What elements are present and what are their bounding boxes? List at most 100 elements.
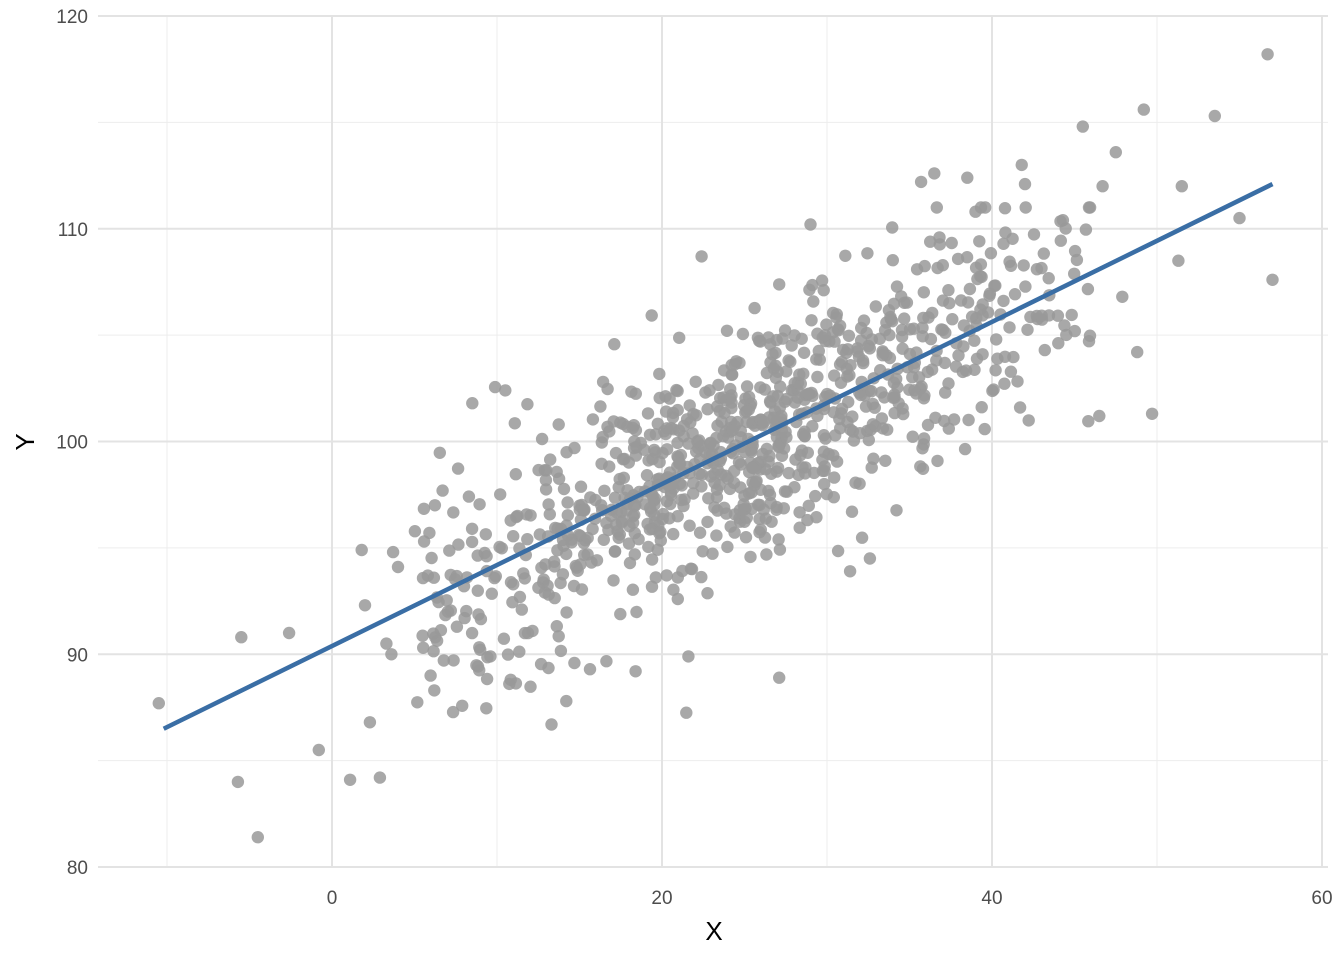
data-point xyxy=(1233,211,1246,225)
data-point xyxy=(470,659,483,672)
data-point xyxy=(621,420,634,433)
y-tick-label: 120 xyxy=(56,7,88,28)
data-point xyxy=(945,236,958,250)
data-point xyxy=(719,469,732,482)
data-point xyxy=(946,313,959,326)
data-point xyxy=(532,581,545,594)
data-point xyxy=(811,370,824,384)
data-point xyxy=(1116,290,1129,303)
data-point xyxy=(598,484,611,497)
data-point xyxy=(738,445,751,459)
data-point xyxy=(758,531,772,544)
data-point xyxy=(997,294,1010,308)
data-point xyxy=(358,599,372,612)
data-point xyxy=(990,333,1003,346)
data-point xyxy=(465,626,479,640)
x-tick-label: 0 xyxy=(327,888,338,909)
data-point xyxy=(794,449,807,462)
y-axis-title: Y xyxy=(10,433,40,450)
data-point xyxy=(473,498,486,511)
data-point xyxy=(984,247,998,260)
data-point xyxy=(595,499,608,512)
data-point xyxy=(561,496,574,509)
data-point xyxy=(645,553,659,566)
data-point xyxy=(785,339,798,352)
data-point xyxy=(917,392,931,405)
data-point xyxy=(436,484,449,497)
data-point xyxy=(465,535,479,549)
data-point xyxy=(643,428,657,441)
data-point xyxy=(411,696,424,709)
data-point xyxy=(890,504,903,517)
data-point xyxy=(745,486,758,499)
data-point xyxy=(938,356,951,370)
data-point xyxy=(663,512,676,525)
data-point xyxy=(960,251,974,264)
data-point xyxy=(391,560,405,574)
x-tick-label: 60 xyxy=(1311,888,1332,909)
data-point xyxy=(685,562,699,576)
data-point xyxy=(788,481,801,494)
data-point xyxy=(788,396,802,409)
data-point xyxy=(851,342,864,355)
data-point xyxy=(712,378,725,392)
data-point xyxy=(594,400,607,413)
data-point xyxy=(778,324,792,337)
data-point xyxy=(770,500,783,514)
data-point xyxy=(574,480,588,493)
data-point xyxy=(957,340,970,353)
data-point xyxy=(718,501,731,514)
data-point xyxy=(480,672,494,686)
data-point xyxy=(1109,146,1123,159)
data-point xyxy=(989,364,1002,377)
data-point xyxy=(873,332,886,345)
data-point xyxy=(474,612,488,626)
data-point xyxy=(727,476,741,490)
data-point xyxy=(898,312,911,325)
data-point xyxy=(917,311,930,325)
data-point xyxy=(857,314,871,327)
data-point xyxy=(1056,214,1070,227)
data-point xyxy=(975,401,988,414)
data-point xyxy=(437,654,450,667)
data-point xyxy=(918,259,931,273)
data-point xyxy=(473,641,486,654)
data-point xyxy=(931,454,944,468)
data-point xyxy=(601,382,614,396)
data-point xyxy=(443,544,456,557)
data-point xyxy=(1011,375,1024,388)
data-point xyxy=(702,492,715,505)
data-point xyxy=(561,509,574,522)
data-point xyxy=(667,527,680,541)
data-point xyxy=(671,592,684,606)
data-point xyxy=(568,441,581,455)
data-point xyxy=(750,474,763,488)
data-point xyxy=(648,443,661,457)
data-point xyxy=(543,508,556,521)
data-point xyxy=(793,521,806,534)
data-point xyxy=(701,403,714,416)
data-point xyxy=(826,306,840,320)
data-point xyxy=(480,550,493,563)
data-point xyxy=(843,565,857,578)
data-point xyxy=(942,284,955,297)
data-point xyxy=(581,548,594,561)
data-point xyxy=(447,506,460,519)
data-point xyxy=(772,533,785,546)
data-point xyxy=(465,522,479,535)
data-point xyxy=(914,175,928,189)
data-point xyxy=(1019,201,1032,214)
data-point xyxy=(535,561,548,574)
data-point xyxy=(1003,255,1016,268)
data-point xyxy=(575,583,589,596)
data-point xyxy=(659,390,672,403)
data-point xyxy=(539,473,553,487)
data-point xyxy=(363,716,377,729)
data-point xyxy=(539,483,553,496)
data-point xyxy=(608,545,622,558)
data-point xyxy=(788,329,801,342)
data-point xyxy=(608,491,622,504)
data-point xyxy=(1013,401,1027,414)
data-point xyxy=(720,324,734,337)
data-point xyxy=(999,226,1012,239)
